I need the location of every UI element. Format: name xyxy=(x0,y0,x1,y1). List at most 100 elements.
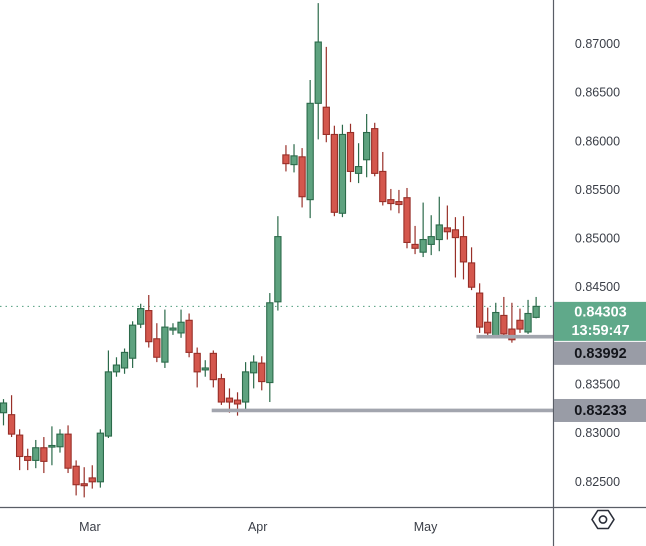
hexagon-logo-icon[interactable] xyxy=(591,509,615,530)
candle-body xyxy=(403,197,411,244)
candle-body xyxy=(185,319,193,353)
candle-body xyxy=(290,155,298,166)
candle-body xyxy=(177,321,185,334)
candles-group xyxy=(0,3,540,498)
time-axis[interactable]: Mar Apr May xyxy=(79,520,438,534)
candle-body xyxy=(346,131,355,172)
candle-body xyxy=(354,166,363,174)
price-level-badge-bg xyxy=(554,398,646,422)
candle-body xyxy=(32,447,40,461)
candle-body xyxy=(48,444,56,448)
month-tick-label: Mar xyxy=(79,520,101,534)
candle xyxy=(169,323,177,335)
candle-body xyxy=(322,106,330,136)
candle-body xyxy=(419,238,427,253)
candle-body xyxy=(338,133,347,214)
candle xyxy=(314,3,322,140)
candle xyxy=(104,350,113,439)
candle-body xyxy=(387,199,395,205)
candle-body xyxy=(120,351,129,369)
candle-body xyxy=(104,371,113,437)
price-level-value: 0.83992 xyxy=(574,346,626,362)
last-price-value: 0.84303 xyxy=(574,304,626,320)
candle xyxy=(153,323,161,363)
candle xyxy=(403,187,411,249)
candle xyxy=(427,215,435,256)
candle xyxy=(459,216,468,280)
candle-body xyxy=(362,131,371,161)
candle-body xyxy=(451,229,460,239)
hexagon-circle xyxy=(598,515,608,524)
candle-body xyxy=(443,227,451,233)
candle xyxy=(48,426,56,466)
candle-body xyxy=(282,154,290,165)
candle xyxy=(387,188,395,211)
month-tick-label: Apr xyxy=(248,520,267,534)
candle xyxy=(362,114,371,178)
candle-body xyxy=(250,361,258,374)
candle-body xyxy=(217,378,226,403)
last-price-badge-bg xyxy=(554,301,646,341)
candle xyxy=(298,148,306,208)
candle xyxy=(24,448,32,471)
candle xyxy=(217,373,226,405)
candle xyxy=(193,347,201,388)
candle-body xyxy=(266,302,274,384)
candle xyxy=(282,145,290,172)
candle xyxy=(80,467,88,498)
candle xyxy=(338,124,347,218)
candle xyxy=(96,429,104,488)
price-tick-label: 0.83500 xyxy=(575,378,620,392)
candle-body xyxy=(7,414,16,435)
month-tick-label: May xyxy=(414,520,438,534)
candle-body xyxy=(492,311,500,337)
candle-body xyxy=(435,224,443,241)
candle xyxy=(411,225,419,255)
candle-body xyxy=(193,352,201,373)
candle xyxy=(40,437,48,474)
candle xyxy=(185,313,193,358)
candle xyxy=(395,189,403,214)
candle xyxy=(241,362,250,412)
candle-body xyxy=(459,236,468,263)
candle-body xyxy=(169,327,177,331)
candle-body xyxy=(516,319,524,330)
candle-body xyxy=(80,483,88,487)
candle xyxy=(290,144,298,173)
candle-body xyxy=(128,324,137,359)
candle xyxy=(120,348,129,374)
candle-body xyxy=(411,243,419,249)
candle xyxy=(484,307,492,337)
candle xyxy=(306,79,314,219)
candle xyxy=(330,125,339,217)
candle xyxy=(451,217,460,278)
candle xyxy=(137,303,145,329)
candle xyxy=(7,395,16,438)
candle xyxy=(225,388,234,413)
candle-body xyxy=(72,465,80,486)
price-tick-label: 0.82500 xyxy=(575,475,620,489)
candle-body xyxy=(64,433,72,469)
candle-body xyxy=(314,41,322,104)
candle-body xyxy=(40,447,48,462)
price-tick-label: 0.86000 xyxy=(575,134,620,148)
candle xyxy=(346,123,355,183)
candle-body xyxy=(395,201,403,206)
candle xyxy=(250,355,258,389)
candle xyxy=(145,294,153,348)
candle-body xyxy=(161,326,169,363)
candle-body xyxy=(137,308,145,325)
candle-body xyxy=(88,477,96,483)
price-level-badge: 0.83233 xyxy=(554,398,646,422)
candle-body xyxy=(306,102,314,201)
candle-body xyxy=(298,156,306,198)
candle-body xyxy=(112,364,121,373)
candle-body xyxy=(371,128,379,174)
candle xyxy=(201,360,209,377)
candle-body xyxy=(209,352,217,381)
candle xyxy=(524,299,532,334)
price-tick-label: 0.85000 xyxy=(575,232,620,246)
candle-body xyxy=(225,397,234,403)
price-axis[interactable]: 0.87000 0.86500 0.86000 0.85500 0.85000 0.845… xyxy=(575,37,620,489)
